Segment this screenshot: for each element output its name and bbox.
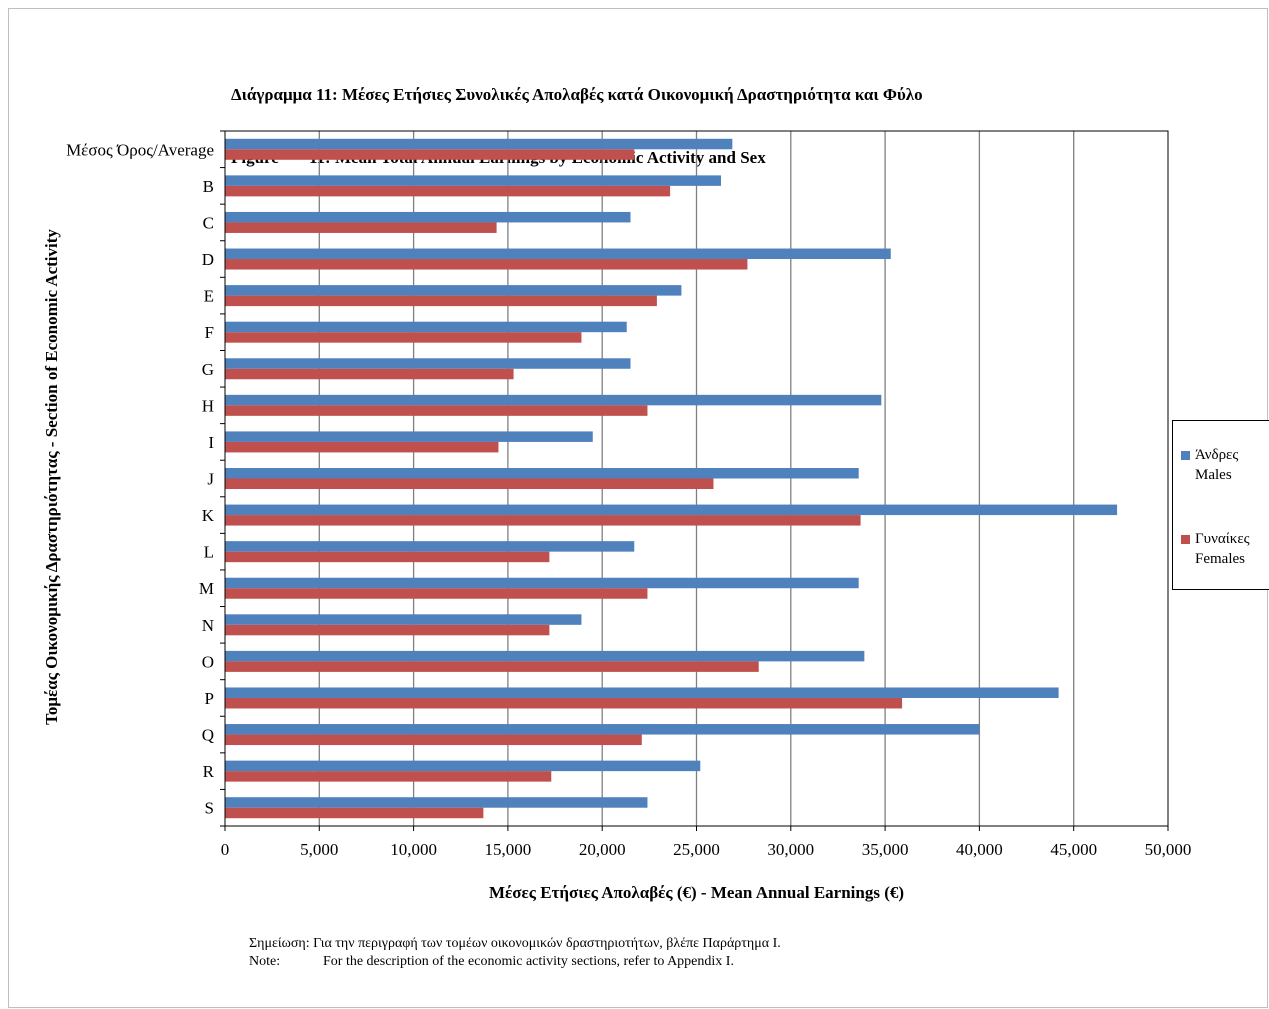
bar-males-2	[225, 211, 631, 223]
bar-females-5	[225, 332, 582, 343]
y-tick-label-16: Q	[202, 726, 214, 745]
bar-females-7	[225, 405, 648, 416]
y-axis-title: Τομέας Οικονομικής Δραστηριότητας - Sect…	[42, 229, 61, 725]
x-axis-title: Μέσες Ετήσιες Απολαβές (€) - Mean Annual…	[488, 883, 905, 902]
y-tick-label-4: E	[204, 287, 214, 306]
bar-males-0	[225, 138, 733, 150]
bar-males-11	[225, 541, 635, 552]
note-text-en: For the description of the economic acti…	[323, 954, 734, 969]
legend-label-males-gr: Άνδρες	[1195, 447, 1239, 463]
y-tick-label-9: J	[207, 470, 214, 489]
bar-females-2	[225, 222, 497, 233]
y-tick-label-17: R	[203, 762, 215, 781]
x-tick-label-3: 15,000	[485, 840, 532, 859]
bar-females-15	[225, 697, 903, 709]
bar-females-14	[225, 661, 759, 672]
y-tick-label-7: H	[202, 396, 214, 415]
y-tick-label-0: Μέσος Όρος/Average	[66, 140, 214, 159]
legend-label-females-gr: Γυναίκες	[1195, 531, 1250, 547]
y-tick-label-15: P	[205, 689, 214, 708]
x-tick-label-2: 10,000	[390, 840, 437, 859]
y-tick-label-11: L	[204, 543, 214, 562]
y-tick-label-14: O	[202, 652, 214, 671]
bar-males-9	[225, 468, 859, 479]
x-tick-label-5: 25,000	[673, 840, 720, 859]
y-tick-label-18: S	[205, 799, 214, 818]
bar-females-8	[225, 441, 499, 453]
x-tick-label-6: 30,000	[767, 840, 814, 859]
bar-males-1	[225, 175, 722, 186]
y-tick-label-12: M	[199, 579, 214, 598]
bar-females-17	[225, 771, 552, 782]
legend-swatch-males	[1181, 451, 1190, 460]
y-tick-label-10: K	[202, 506, 215, 525]
bar-males-8	[225, 431, 593, 442]
y-tick-label-6: G	[202, 360, 214, 379]
bar-males-14	[225, 650, 865, 662]
note-text-gr: Για την περιγραφή των τομέων οικονομικών…	[313, 936, 781, 951]
bar-females-13	[225, 624, 550, 636]
legend-label-females-en: Females	[1195, 551, 1245, 567]
bar-males-13	[225, 614, 582, 625]
legend-label-males-en: Males	[1195, 467, 1232, 483]
y-tick-label-1: B	[203, 177, 214, 196]
y-tick-label-5: F	[205, 323, 214, 342]
bar-males-7	[225, 394, 882, 406]
bar-males-15	[225, 687, 1059, 698]
chart-title-greek: Διάγραμμα 11: Μέσες Ετήσιες Συνολικές Απ…	[231, 85, 923, 104]
bar-females-9	[225, 478, 714, 489]
bar-females-10	[225, 515, 861, 526]
y-tick-label-3: D	[202, 250, 214, 269]
bar-males-10	[225, 504, 1118, 516]
y-tick-label-2: C	[203, 213, 214, 232]
bar-males-16	[225, 724, 980, 735]
bar-females-12	[225, 588, 648, 599]
x-tick-label-4: 20,000	[579, 840, 626, 859]
bar-females-18	[225, 807, 484, 819]
bar-males-17	[225, 760, 701, 772]
bar-males-5	[225, 321, 627, 333]
note-label-en: Note:	[249, 954, 281, 969]
x-tick-label-10: 50,000	[1145, 840, 1192, 859]
bar-females-11	[225, 551, 550, 563]
x-tick-label-7: 35,000	[862, 840, 909, 859]
y-tick-label-8: I	[208, 433, 214, 452]
bar-males-4	[225, 285, 682, 296]
y-tick-label-13: N	[202, 616, 214, 635]
note-label-gr: Σημείωση:	[249, 936, 310, 951]
bar-males-3	[225, 248, 891, 260]
bar-females-3	[225, 259, 748, 270]
x-tick-label-8: 40,000	[956, 840, 1003, 859]
bar-males-12	[225, 577, 859, 589]
x-tick-label-9: 45,000	[1050, 840, 1097, 859]
bar-females-6	[225, 368, 514, 380]
x-tick-label-0: 0	[221, 840, 230, 859]
bar-females-4	[225, 295, 657, 307]
bar-males-18	[225, 797, 648, 808]
x-tick-label-1: 5,000	[300, 840, 338, 859]
bar-females-1	[225, 185, 671, 197]
chart-legend: Άνδρες Males Γυναίκες Females	[1172, 420, 1269, 590]
legend-swatch-females	[1181, 535, 1190, 544]
bar-females-16	[225, 734, 642, 746]
bar-females-0	[225, 149, 635, 160]
note-english: Note: For the description of the economic…	[249, 953, 781, 971]
bar-males-6	[225, 358, 631, 369]
note-greek: Σημείωση: Για την περιγραφή των τομέων ο…	[249, 935, 781, 953]
chart-note: Σημείωση: Για την περιγραφή των τομέων ο…	[249, 935, 781, 971]
